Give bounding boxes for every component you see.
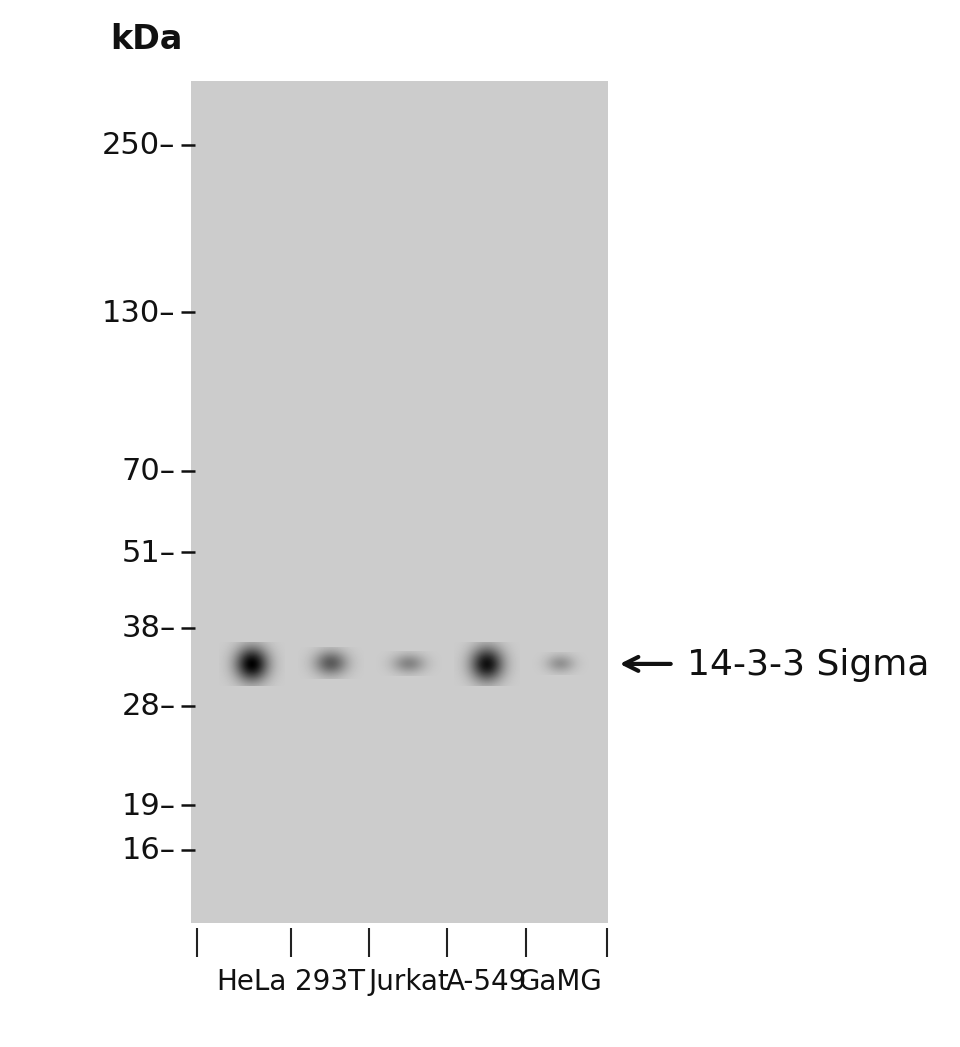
Text: 28–: 28– [121, 692, 176, 720]
Text: Jurkat: Jurkat [368, 967, 448, 995]
Text: 51–: 51– [121, 538, 176, 567]
Text: 250–: 250– [102, 131, 176, 160]
Bar [191, 82, 609, 923]
Text: kDa: kDa [110, 23, 182, 57]
Text: 70–: 70– [121, 456, 176, 486]
Text: 130–: 130– [102, 298, 176, 328]
Text: 19–: 19– [121, 792, 176, 820]
Text: 293T: 293T [295, 967, 365, 995]
Text: A-549: A-549 [445, 967, 527, 995]
Text: 38–: 38– [121, 614, 176, 643]
Text: GaMG: GaMG [518, 967, 602, 995]
Text: 14-3-3 Sigma: 14-3-3 Sigma [686, 647, 929, 682]
Text: 16–: 16– [121, 836, 176, 864]
Text: HeLa: HeLa [217, 967, 287, 995]
